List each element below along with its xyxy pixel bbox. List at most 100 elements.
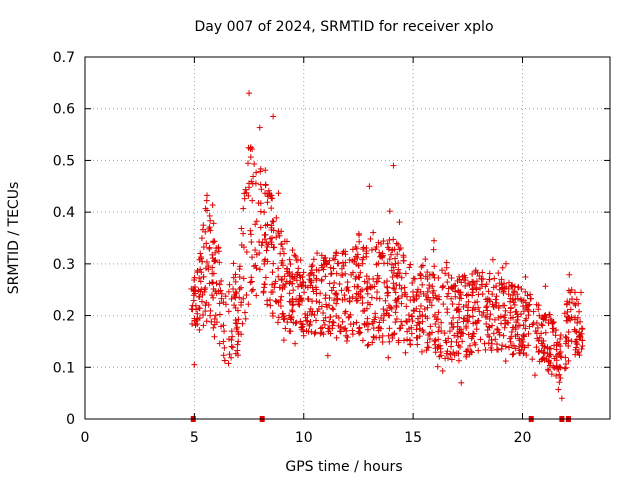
- y-axis-label: SRMTID / TECUs: [6, 182, 22, 295]
- y-tick-label: 0.5: [53, 153, 75, 169]
- data-point: [490, 330, 497, 337]
- data-point: [469, 333, 476, 340]
- data-point: [248, 287, 255, 294]
- data-point: [203, 265, 210, 272]
- data-point: [190, 286, 197, 293]
- data-point: [290, 287, 297, 294]
- data-point: [424, 339, 431, 346]
- data-point: [508, 328, 515, 335]
- data-point: [448, 356, 455, 363]
- data-point: [542, 329, 549, 336]
- data-point: [506, 335, 513, 342]
- data-point: [551, 342, 558, 349]
- x-tick-label: 10: [295, 430, 313, 446]
- data-point: [288, 316, 295, 323]
- data-point: [289, 302, 296, 309]
- data-point: [520, 322, 527, 329]
- data-point: [344, 334, 351, 341]
- data-point: [417, 288, 424, 295]
- data-point: [359, 294, 366, 301]
- data-point: [320, 257, 327, 264]
- data-point: [226, 281, 233, 288]
- data-point: [540, 337, 547, 344]
- data-point: [220, 338, 227, 345]
- data-point: [495, 303, 502, 310]
- data-point: [283, 238, 290, 245]
- data-point: [567, 306, 574, 313]
- data-point: [384, 292, 391, 299]
- data-point: [296, 301, 303, 308]
- y-tick-label: 0.7: [53, 50, 75, 66]
- data-point: [455, 357, 462, 364]
- data-point: [210, 324, 217, 331]
- data-point: [439, 267, 446, 274]
- data-point: [204, 192, 211, 199]
- data-point: [330, 319, 337, 326]
- data-point: [520, 308, 527, 315]
- data-point: [277, 250, 284, 257]
- data-point: [289, 308, 296, 315]
- data-point: [505, 291, 512, 298]
- data-point: [526, 323, 533, 330]
- data-point: [370, 333, 377, 340]
- data-point: [276, 284, 283, 291]
- data-point: [403, 303, 410, 310]
- data-point: [503, 284, 510, 291]
- data-point: [542, 312, 549, 319]
- data-point: [271, 284, 278, 291]
- data-point: [535, 302, 542, 309]
- data-point: [342, 259, 349, 266]
- data-point: [235, 331, 242, 338]
- data-point: [243, 292, 250, 299]
- data-point: [218, 277, 225, 284]
- data-point: [539, 355, 546, 362]
- data-point: [456, 314, 463, 321]
- data-point: [286, 328, 293, 335]
- data-point: [380, 238, 387, 245]
- data-point: [208, 318, 215, 325]
- data-point: [306, 308, 313, 315]
- data-point: [247, 154, 254, 161]
- data-point: [203, 258, 210, 265]
- data-point: [226, 351, 233, 358]
- data-point: [440, 301, 447, 308]
- data-point: [247, 279, 254, 286]
- data-point: [308, 263, 315, 270]
- data-point: [321, 321, 328, 328]
- data-point: [364, 290, 371, 297]
- data-point: [299, 321, 306, 328]
- data-point: [507, 315, 514, 322]
- data-point: [232, 271, 239, 278]
- data-point: [252, 247, 259, 254]
- data-point: [391, 285, 398, 292]
- y-tick-label: 0.2: [53, 309, 75, 325]
- data-point: [538, 321, 545, 328]
- data-point: [253, 251, 260, 258]
- axis-ticks: [84, 56, 610, 420]
- data-point: [512, 296, 519, 303]
- data-point: [470, 279, 477, 286]
- data-point: [555, 386, 562, 393]
- data-point: [431, 338, 438, 345]
- data-point: [280, 282, 287, 289]
- data-point: [364, 320, 371, 327]
- data-point: [400, 257, 407, 264]
- data-point: [525, 330, 532, 337]
- data-point: [455, 350, 462, 357]
- data-point: [525, 312, 532, 319]
- data-point: [522, 325, 529, 332]
- data-point: [479, 291, 486, 298]
- data-point: [233, 320, 240, 327]
- data-point: [454, 333, 461, 340]
- data-point: [277, 303, 284, 310]
- data-point: [253, 292, 260, 299]
- data-point: [422, 256, 429, 263]
- data-point: [464, 307, 471, 314]
- data-point: [374, 289, 381, 296]
- data-point: [385, 354, 392, 361]
- data-point: [352, 275, 359, 282]
- data-point: [402, 270, 409, 277]
- data-point: [322, 295, 329, 302]
- data-point: [380, 306, 387, 313]
- data-point: [515, 284, 522, 291]
